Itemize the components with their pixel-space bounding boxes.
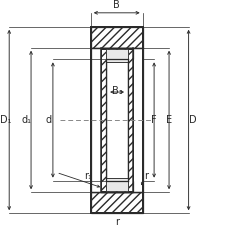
Polygon shape [101, 49, 106, 191]
Text: D: D [188, 115, 196, 125]
Polygon shape [90, 27, 142, 48]
Text: F: F [151, 115, 156, 125]
Polygon shape [101, 48, 132, 59]
Polygon shape [106, 59, 127, 181]
Polygon shape [127, 49, 132, 191]
Text: B: B [113, 0, 120, 10]
Text: d₁: d₁ [22, 115, 32, 125]
Polygon shape [106, 49, 127, 62]
Text: B₃: B₃ [112, 86, 123, 96]
Polygon shape [101, 181, 132, 192]
Text: E: E [165, 115, 171, 125]
Polygon shape [90, 48, 142, 192]
Text: d: d [45, 115, 51, 125]
Text: r₁: r₁ [84, 171, 92, 181]
Text: r: r [115, 217, 119, 227]
Text: r: r [144, 171, 148, 181]
Polygon shape [90, 192, 142, 213]
Text: D₁: D₁ [0, 115, 11, 125]
Polygon shape [106, 178, 127, 191]
